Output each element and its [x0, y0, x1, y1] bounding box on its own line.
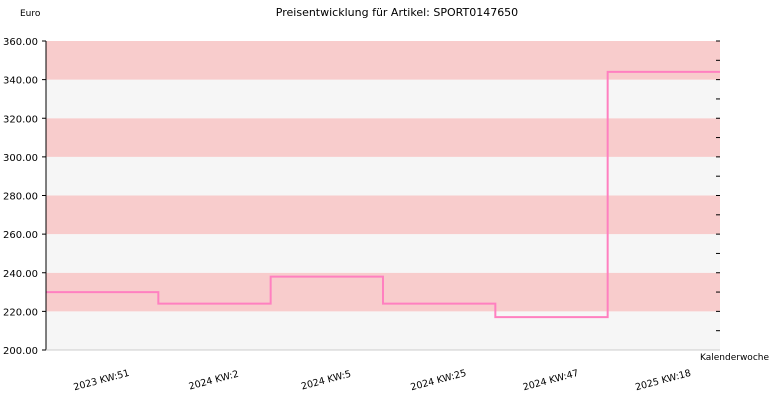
series-layer — [46, 70, 720, 319]
x-tick-label: 2023 KW:51 — [72, 368, 130, 393]
y-tick-label: 320.00 — [3, 114, 38, 125]
x-axis-label: Kalenderwoche — [700, 353, 769, 363]
y-axis-label: Euro — [20, 9, 41, 19]
grid-band — [46, 118, 720, 157]
grid-band — [46, 195, 720, 235]
x-tick-label: 2024 KW:5 — [300, 369, 352, 393]
grid-band — [46, 41, 720, 80]
grid-band — [46, 234, 720, 273]
y-tick-label: 200.00 — [3, 346, 38, 357]
y-tick-label: 300.00 — [3, 153, 38, 164]
x-tick-label: 2024 KW:47 — [522, 368, 580, 393]
y-tick-label: 340.00 — [3, 76, 38, 87]
y-axis-ticks: 200.00 220.00 240.00 260.00 280.00 300.00 320.… — [3, 37, 46, 357]
series-line — [46, 70, 720, 319]
x-tick-label: 2025 KW:18 — [634, 368, 692, 393]
y-tick-label: 360.00 — [3, 37, 38, 48]
chart-title: Preisentwicklung für Artikel: SPORT01476… — [276, 6, 518, 19]
x-tick-label: 2024 KW:2 — [188, 369, 240, 393]
grid-band — [46, 156, 720, 196]
grid-band — [46, 311, 720, 350]
grid-band — [46, 79, 720, 119]
y-tick-label: 220.00 — [3, 307, 38, 318]
y-tick-label: 280.00 — [3, 192, 38, 203]
x-axis-labels: 2023 KW:51 2024 KW:2 2024 KW:5 2024 KW:25 20… — [72, 368, 692, 393]
x-tick-label: 2024 KW:25 — [409, 368, 467, 393]
y-tick-label: 260.00 — [3, 230, 38, 241]
y-tick-label: 240.00 — [3, 269, 38, 280]
